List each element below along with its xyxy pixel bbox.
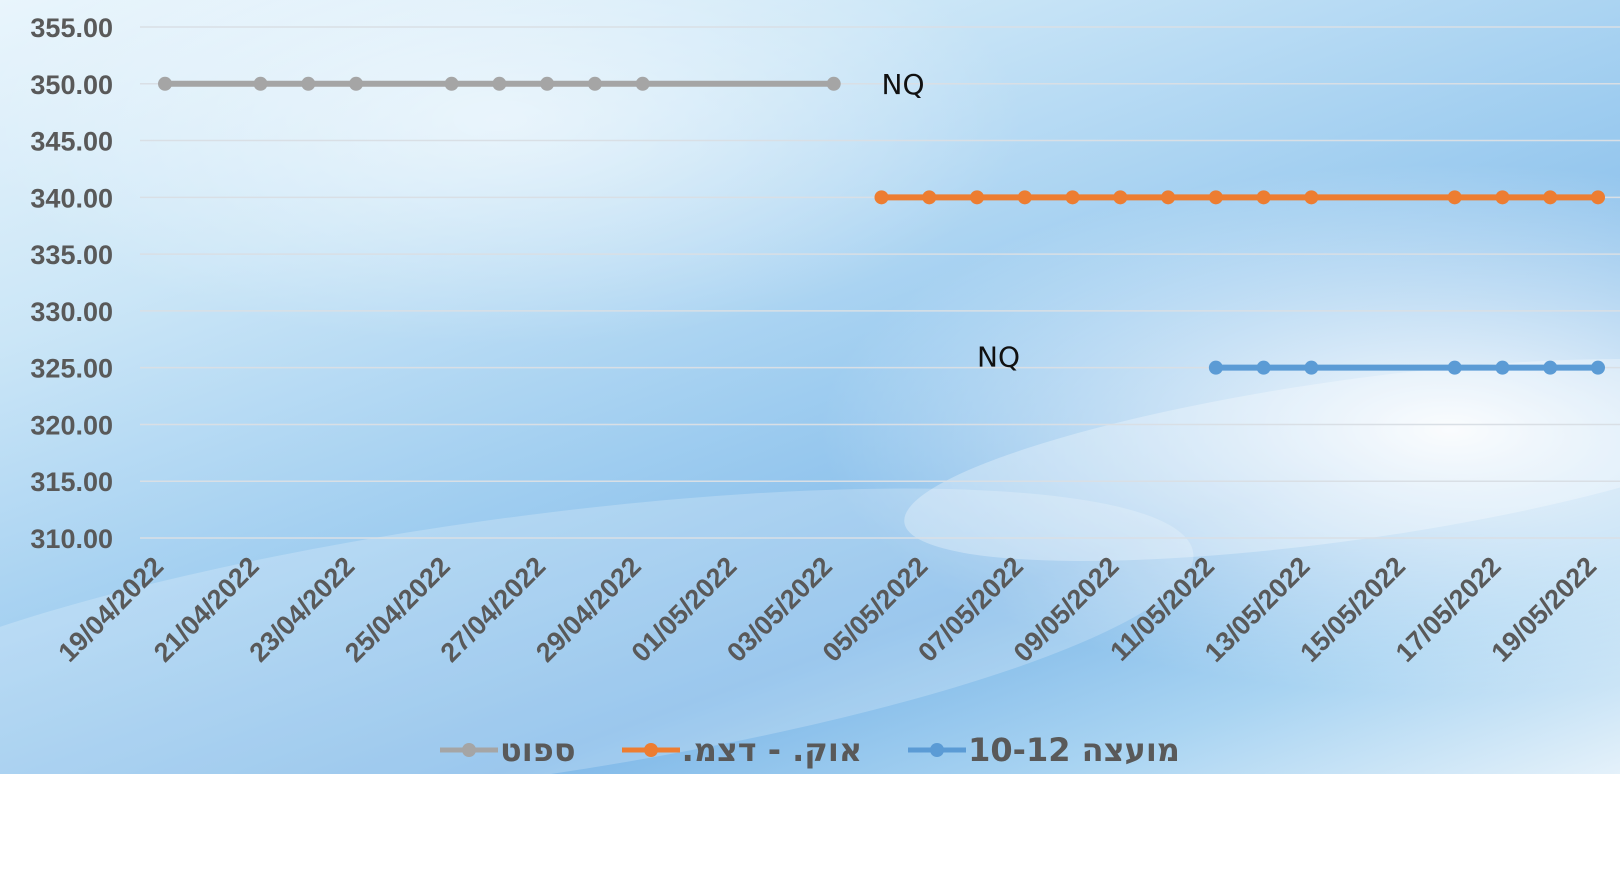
data-point [874, 190, 889, 205]
legend: מועצה 10-12 אוק. - דצמ. ספוט [0, 730, 1620, 770]
y-tick-label: 340.00 [30, 183, 113, 213]
data-point [970, 190, 985, 205]
data-point [1208, 190, 1223, 205]
legend-marker-orange [621, 743, 680, 757]
data-point [158, 76, 172, 91]
y-tick-label: 320.00 [30, 410, 113, 440]
y-axis: 310.00 315.00 320.00 325.00 330.00 335.00 340.… [30, 13, 113, 554]
y-tick-label: 335.00 [30, 240, 113, 270]
annotation-label: NQ [882, 68, 925, 101]
annotation-label: NQ [977, 340, 1020, 373]
data-point [253, 76, 268, 91]
data-point [1256, 360, 1271, 375]
x-axis: 19/04/202221/04/202223/04/202225/04/2022… [52, 551, 1602, 668]
data-point [1543, 190, 1558, 205]
legend-label: מועצה 10-12 [968, 731, 1180, 769]
data-point [587, 76, 602, 91]
data-point [1161, 190, 1176, 205]
data-point [826, 76, 841, 91]
gridlines [140, 26, 1620, 539]
chart-background [0, 0, 1620, 774]
legend-item-spot[interactable]: ספוט [440, 731, 576, 769]
data-point [1495, 360, 1510, 375]
data-point [1065, 190, 1080, 205]
data-point [301, 76, 316, 91]
data-point [1495, 190, 1510, 205]
data-point [635, 76, 650, 91]
data-point [540, 76, 555, 91]
data-point [444, 76, 459, 91]
legend-label: ספוט [500, 731, 576, 769]
line-chart: 310.00 315.00 320.00 325.00 330.00 335.00 340.… [30, 13, 1620, 668]
y-tick-label: 345.00 [30, 127, 113, 157]
data-point [922, 190, 937, 205]
data-point [1304, 190, 1319, 205]
data-point [1447, 360, 1462, 375]
legend-label: אוק. - דצמ. [681, 731, 863, 769]
y-tick-label: 350.00 [30, 70, 113, 100]
data-point [492, 76, 507, 91]
data-point [1543, 360, 1558, 375]
data-point [1113, 190, 1128, 205]
series-group [158, 76, 1605, 375]
data-point [1591, 190, 1605, 205]
data-point [1256, 190, 1271, 205]
data-point [1017, 190, 1032, 205]
y-tick-label: 330.00 [30, 297, 113, 327]
data-point [1447, 190, 1462, 205]
legend-dot [930, 743, 945, 757]
legend-dot [462, 743, 477, 757]
y-tick-label: 325.00 [30, 354, 113, 384]
legend-marker-gray [440, 743, 499, 757]
data-point [349, 76, 364, 91]
legend-marker-blue [908, 743, 967, 757]
data-point [1304, 360, 1319, 375]
y-tick-label: 310.00 [30, 524, 113, 554]
legend-item-oct-dec[interactable]: אוק. - דצמ. [621, 731, 863, 769]
annotations: NQ NQ [882, 68, 1021, 374]
y-tick-label: 355.00 [30, 13, 113, 43]
legend-item-council[interactable]: מועצה 10-12 [908, 731, 1180, 769]
y-tick-label: 315.00 [30, 467, 113, 497]
data-point [1208, 360, 1223, 375]
legend-dot [643, 743, 658, 757]
data-point [1591, 360, 1605, 375]
